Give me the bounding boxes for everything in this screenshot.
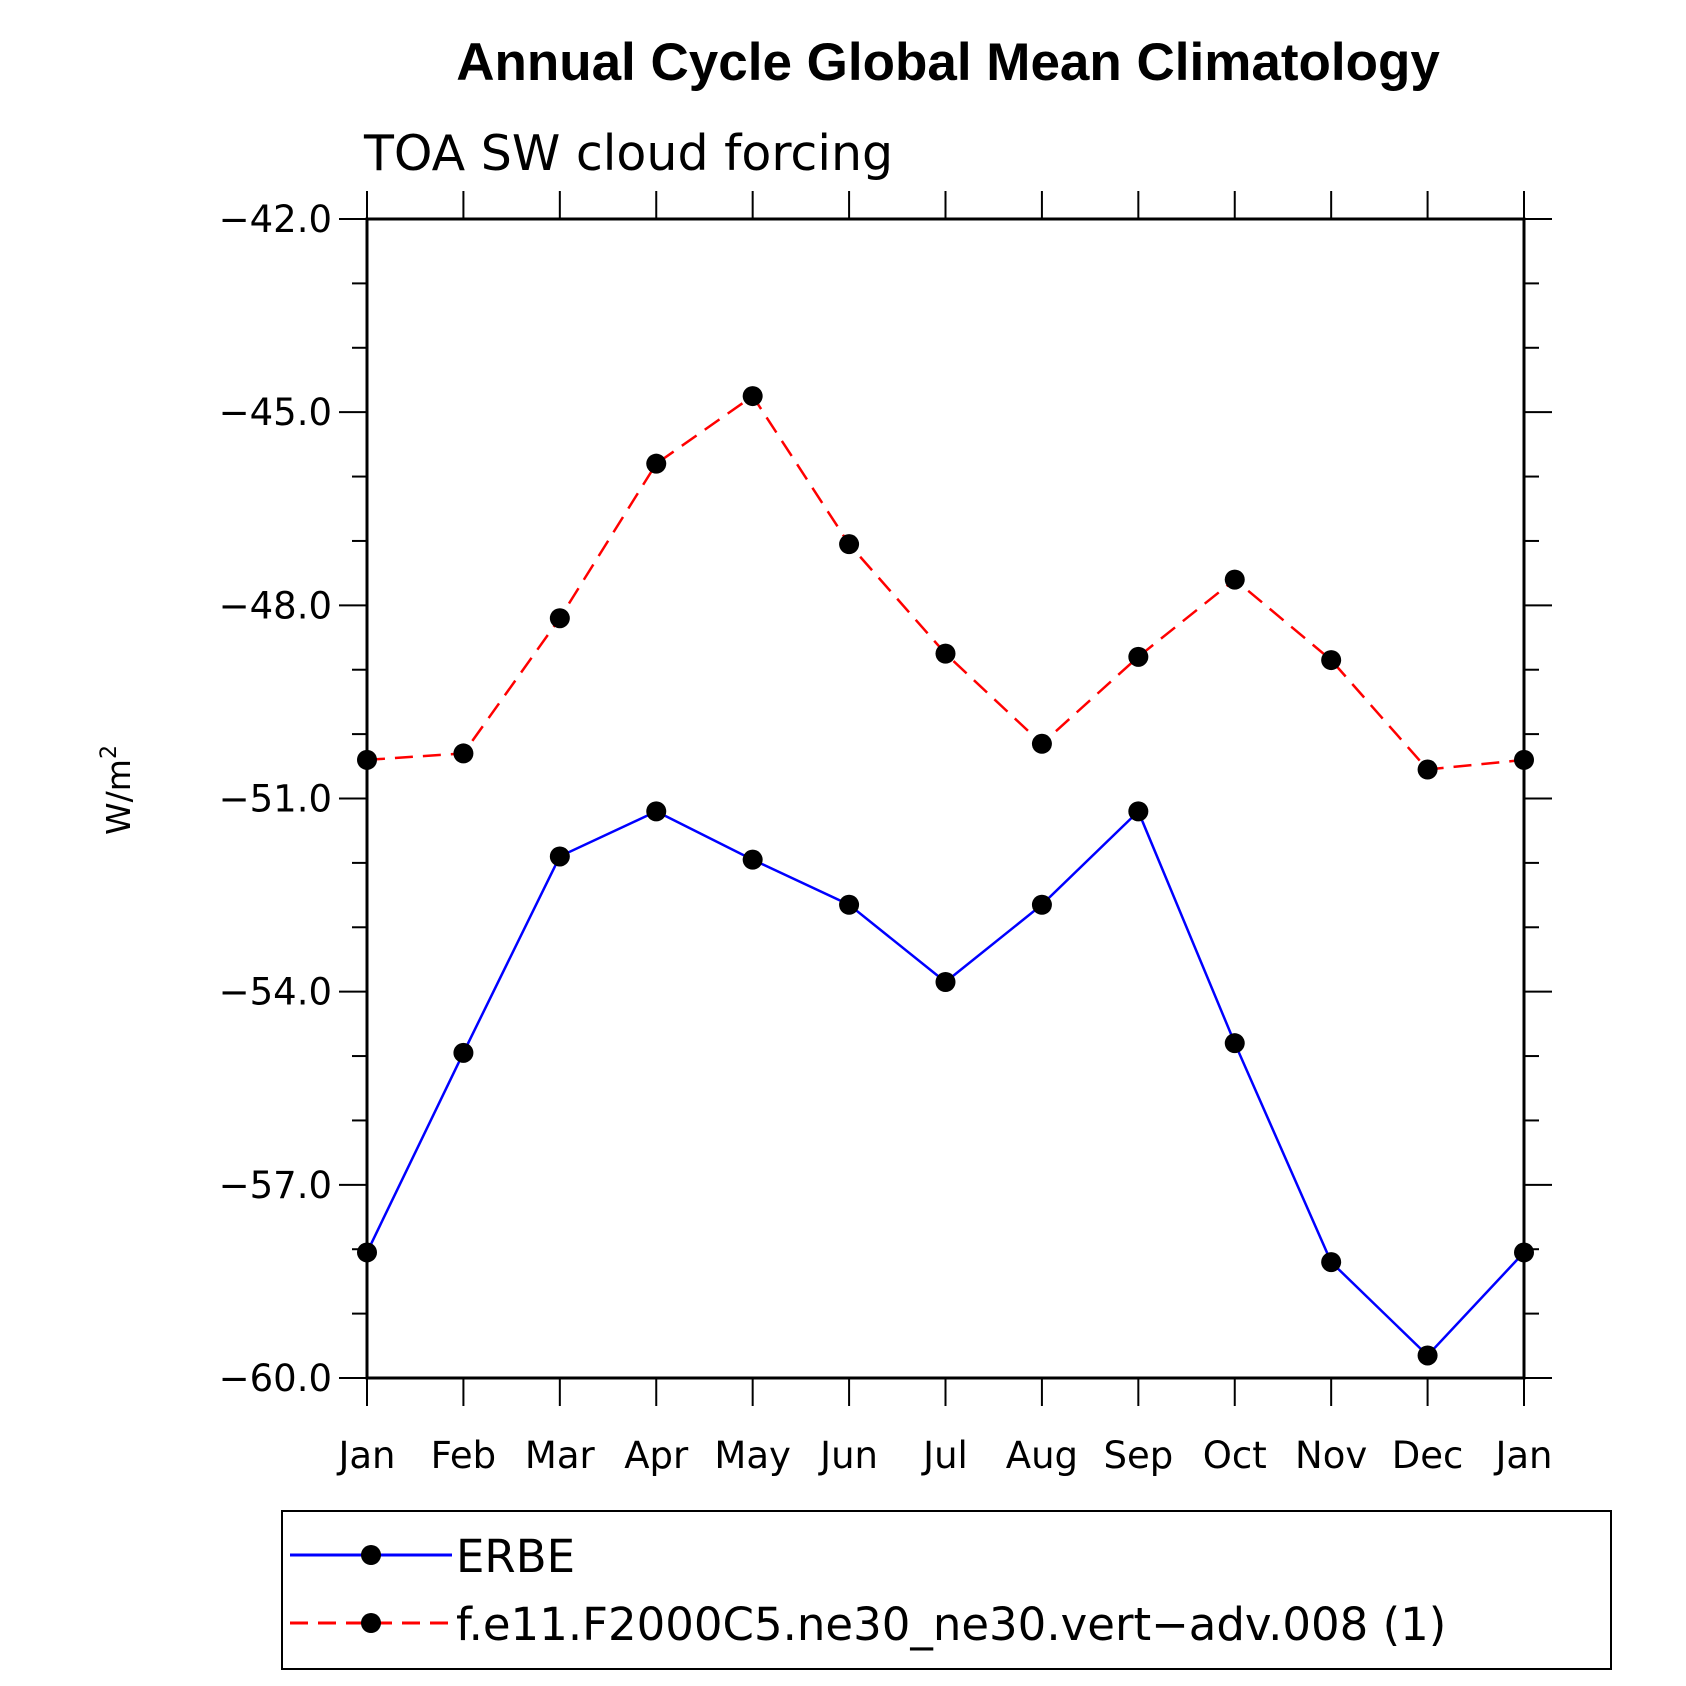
x-tick-label: Oct [1203, 1434, 1267, 1477]
chart-subtitle: TOA SW cloud forcing [363, 125, 893, 182]
series-1-point-12 [1514, 749, 1534, 770]
x-tick-label: Nov [1295, 1434, 1367, 1477]
series-1-point-2 [549, 608, 570, 629]
series-1-point-7 [1031, 733, 1052, 754]
x-tick-label: Jan [1493, 1434, 1552, 1477]
series-1-point-6 [935, 643, 956, 664]
x-axis-ticks: Jan Feb Mar Apr May Jun Jul Aug Sep Oct Nov Dec Jan [336, 191, 1553, 1477]
chart-title: Annual Cycle Global Mean Climatology [456, 33, 1440, 92]
legend-marker-erbe [361, 1545, 381, 1565]
series-0-point-1 [453, 1042, 474, 1063]
series-0-point-2 [549, 846, 570, 867]
series-0-point-10 [1321, 1252, 1342, 1273]
x-tick-label: Jan [336, 1434, 395, 1477]
y-axis-label-text: W/m [99, 759, 138, 835]
x-tick-label: Dec [1392, 1434, 1464, 1477]
x-tick-label: Mar [525, 1434, 596, 1477]
plot-frame [365, 217, 1526, 1380]
series-0-point-11 [1417, 1345, 1438, 1366]
series-1-point-1 [453, 743, 474, 764]
x-tick-label: Feb [431, 1434, 497, 1477]
legend-label-model: f.e11.F2000C5.ne30_ne30.vert−adv.008 (1) [456, 1598, 1446, 1651]
x-tick-label: Jul [921, 1434, 968, 1477]
svg-text:W/m2: W/m2 [97, 745, 138, 835]
legend-box [281, 1510, 1612, 1670]
series-line-1 [366, 394, 1525, 771]
y-tick-label: −45.0 [219, 391, 332, 434]
series-0-point-7 [1031, 894, 1052, 915]
series-1-point-4 [742, 386, 763, 407]
series-0-point-8 [1128, 801, 1149, 822]
y-tick-label: −60.0 [219, 1357, 332, 1400]
series-0-point-0 [357, 1242, 377, 1263]
legend-label-erbe: ERBE [456, 1530, 575, 1583]
series-0-point-12 [1514, 1242, 1534, 1263]
x-tick-label: Jun [818, 1434, 878, 1477]
series-line-0 [365, 809, 1525, 1358]
x-tick-label: Apr [624, 1434, 689, 1477]
series-0-point-4 [742, 849, 763, 870]
legend-marker-model [361, 1613, 381, 1633]
x-tick-label: Sep [1103, 1434, 1173, 1477]
legend: ERBE f.e11.F2000C5.ne30_ne30.vert−adv.00… [281, 1510, 1612, 1670]
series-0-point-9 [1224, 1033, 1245, 1054]
series-layer [357, 386, 1534, 1366]
y-axis-label-superscript: 2 [97, 745, 122, 759]
y-tick-label: −57.0 [219, 1164, 332, 1207]
series-0-point-5 [839, 894, 860, 915]
series-0-point-3 [646, 801, 667, 822]
series-1-point-9 [1224, 569, 1245, 590]
y-axis-label: W/m2 [97, 745, 138, 835]
y-tick-label: −42.0 [219, 198, 332, 241]
series-1-point-0 [357, 749, 377, 770]
y-axis-ticks: −42.0 −45.0 −48.0 −51.0 −54.0 −57.0 −60.0 [219, 198, 1552, 1400]
x-tick-label: May [714, 1434, 791, 1477]
series-1-point-10 [1321, 650, 1342, 671]
y-tick-label: −48.0 [219, 584, 332, 627]
y-tick-label: −54.0 [219, 971, 332, 1014]
series-1-point-8 [1128, 646, 1149, 667]
series-1-point-11 [1417, 759, 1438, 780]
y-tick-label: −51.0 [219, 778, 332, 821]
x-tick-label: Aug [1006, 1434, 1078, 1477]
series-1-point-5 [839, 534, 860, 555]
series-0-point-6 [935, 972, 956, 993]
series-1-point-3 [646, 453, 667, 474]
